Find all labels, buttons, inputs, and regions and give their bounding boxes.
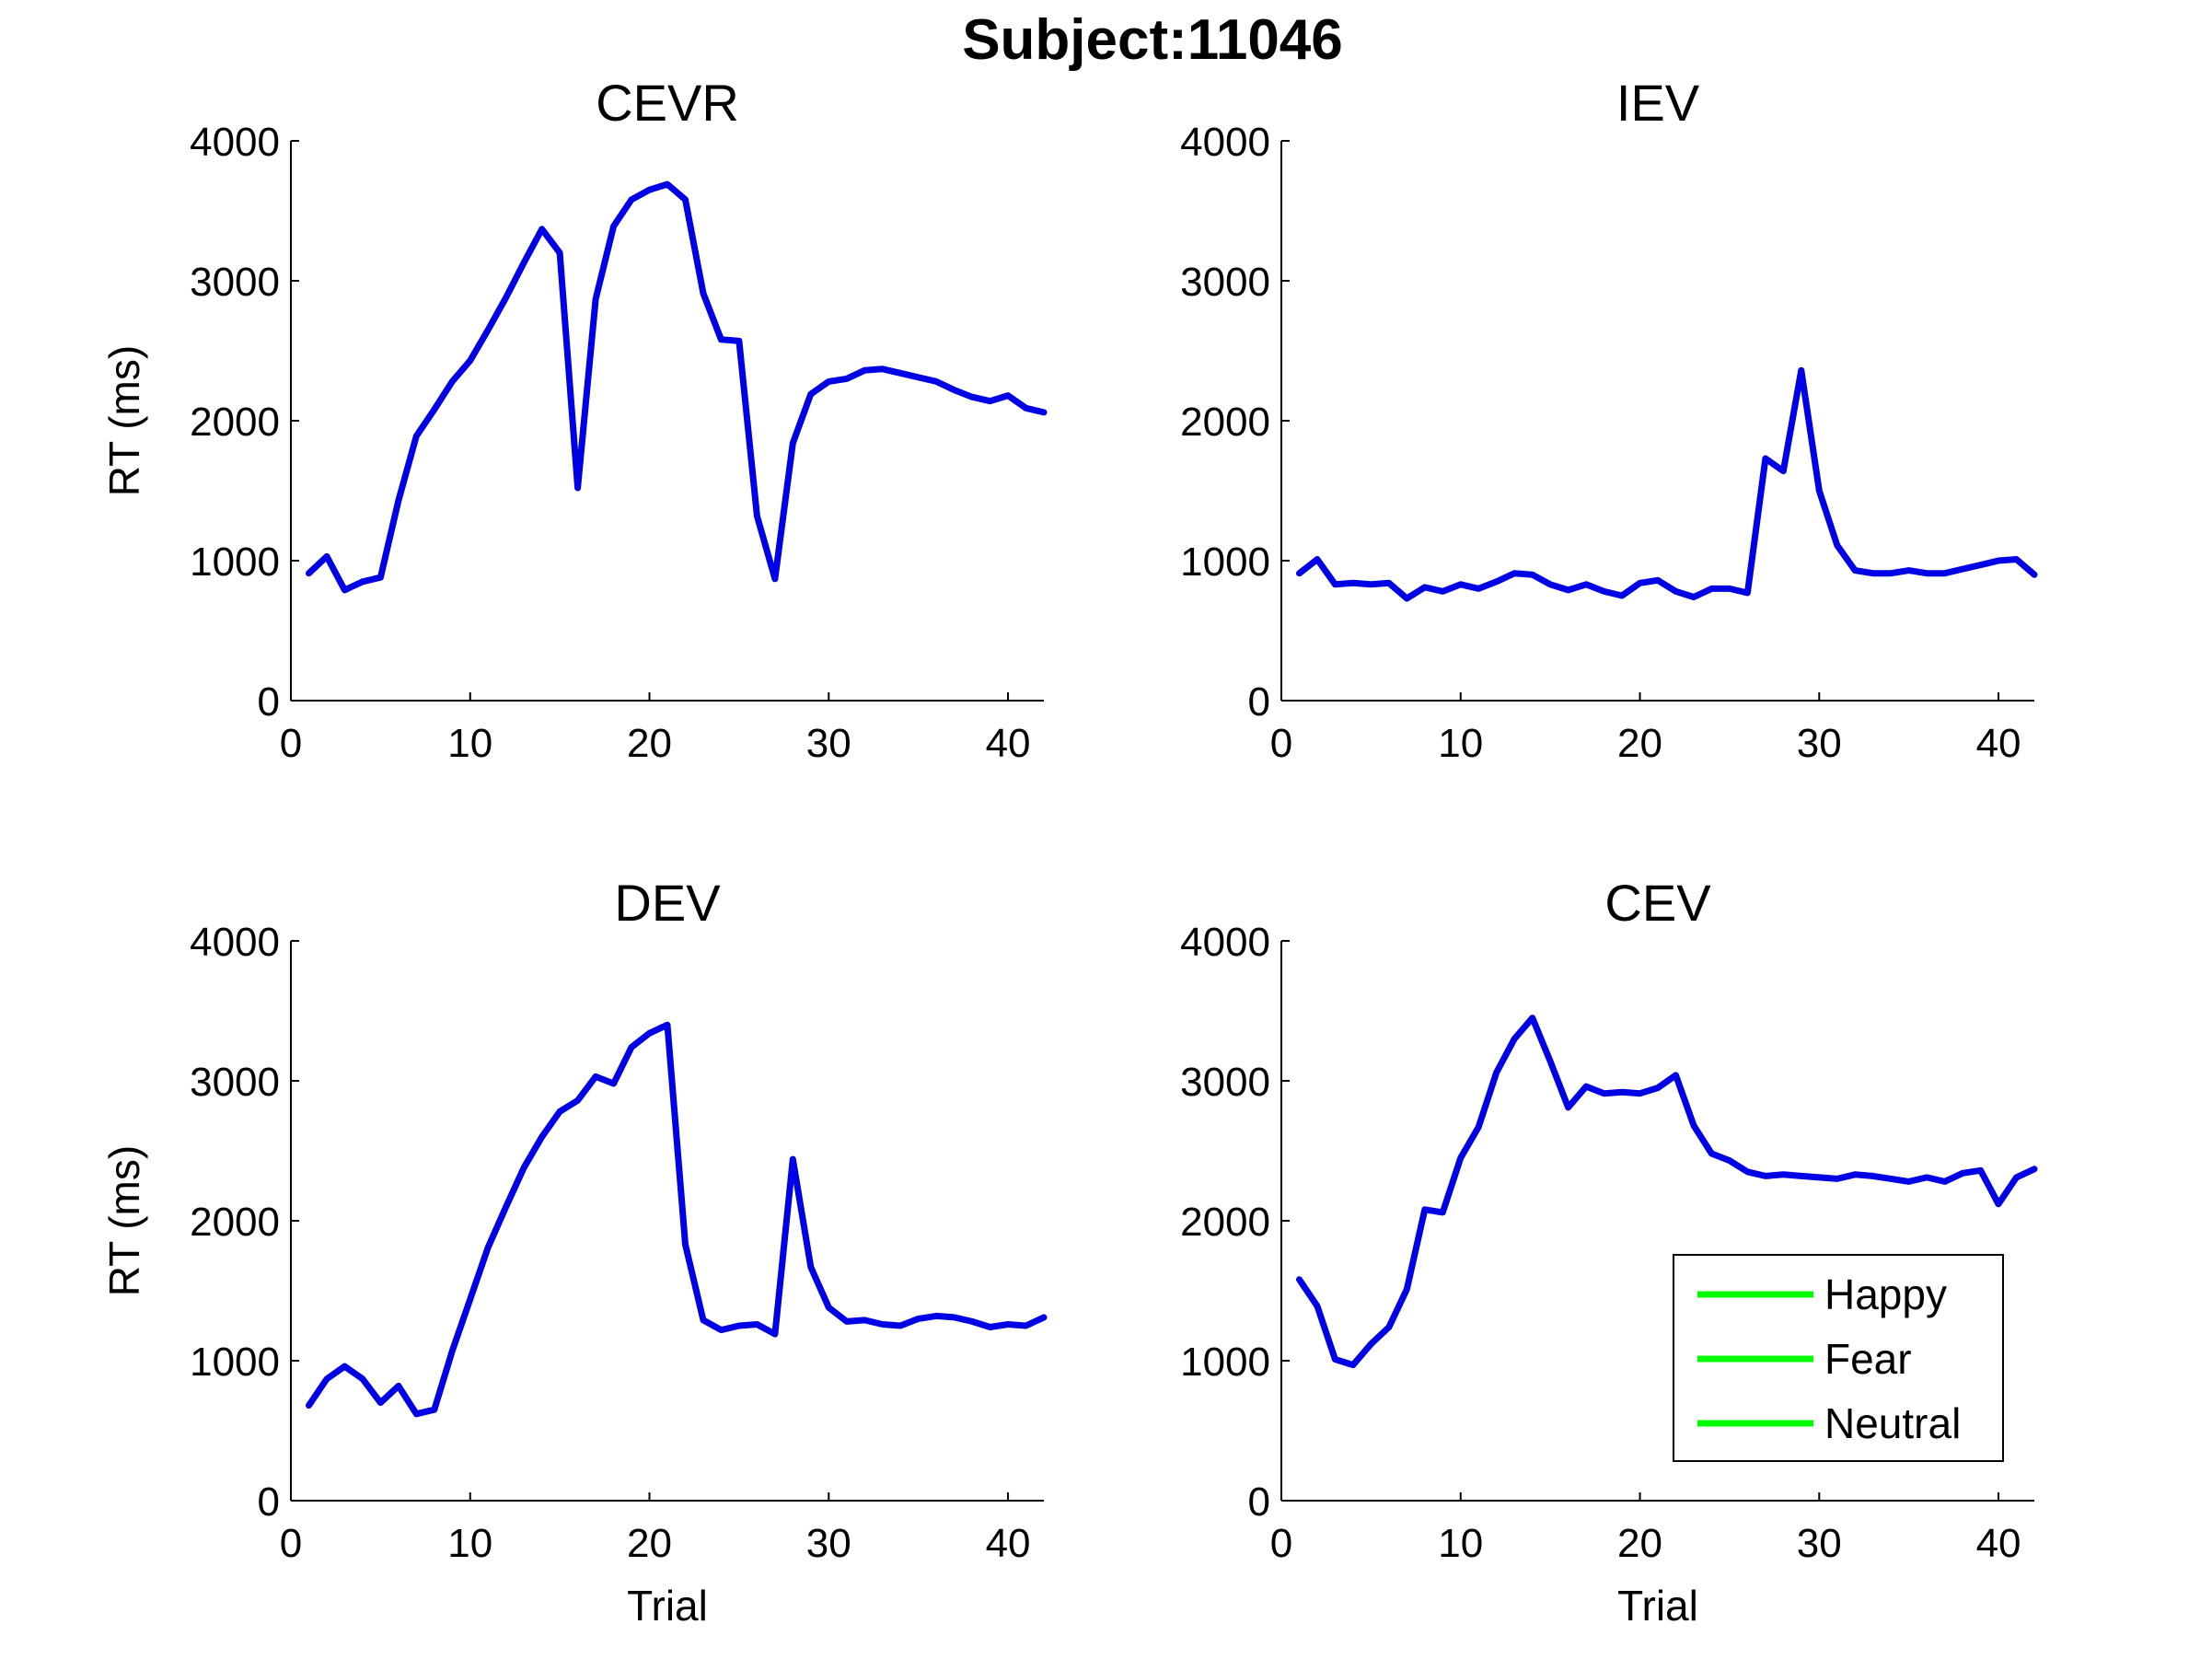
x-tick-label: 30 xyxy=(806,1521,851,1566)
series-points-dev xyxy=(308,1025,1045,1414)
panel-title: CEV xyxy=(1604,874,1711,932)
y-tick-label: 1000 xyxy=(1180,1340,1270,1385)
legend-label: Fear xyxy=(1824,1335,1912,1383)
legend-entry-neutral: Neutral xyxy=(1697,1399,1961,1447)
legend-entry-happy: Happy xyxy=(1697,1270,1947,1318)
y-tick-label: 0 xyxy=(258,1479,280,1525)
y-tick-label: 3000 xyxy=(190,260,280,305)
series-points-cevr xyxy=(308,184,1045,591)
y-tick-label: 2000 xyxy=(190,400,280,445)
x-tick-label: 0 xyxy=(280,721,302,766)
y-tick-label: 2000 xyxy=(1180,1200,1270,1245)
series-line-cev xyxy=(1296,1015,2038,1369)
x-axis-label: Trial xyxy=(1617,1582,1698,1630)
x-tick-label: 10 xyxy=(447,1521,492,1566)
x-tick-label: 0 xyxy=(280,1521,302,1566)
x-tick-label: 0 xyxy=(1270,1521,1292,1566)
x-tick-label: 40 xyxy=(1976,721,2021,766)
x-tick-label: 10 xyxy=(447,721,492,766)
x-tick-label: 30 xyxy=(1797,1521,1842,1566)
series-line-iev xyxy=(1296,366,2038,602)
x-tick-label: 20 xyxy=(1617,721,1662,766)
panel-title: DEV xyxy=(614,874,721,932)
x-tick-label: 20 xyxy=(627,721,672,766)
legend-label: Happy xyxy=(1824,1270,1947,1318)
x-tick-label: 10 xyxy=(1438,1521,1483,1566)
y-tick-label: 4000 xyxy=(1180,920,1270,965)
panel-cevr: 0 10 20 30 40 0 1000 2000 3000 4000 CEVR RT (ms) xyxy=(100,74,1048,766)
legend-entry-fear: Fear xyxy=(1697,1335,1912,1383)
y-tick-label: 1000 xyxy=(1180,539,1270,585)
y-tick-label: 0 xyxy=(1248,679,1270,725)
y-tick-label: 1000 xyxy=(190,539,280,585)
y-axis-label: RT (ms) xyxy=(100,1145,148,1296)
series-points-iev xyxy=(1299,370,2035,599)
series-points-cev xyxy=(1299,1017,2035,1365)
y-tick-label: 4000 xyxy=(190,920,280,965)
y-tick-label: 1000 xyxy=(190,1340,280,1385)
legend: Happy Fear Neutral xyxy=(1673,1254,2004,1462)
x-tick-label: 10 xyxy=(1438,721,1483,766)
y-tick-label: 4000 xyxy=(1180,120,1270,165)
panel-dev: 0 10 20 30 40 0 1000 2000 3000 4000 DEV RT (ms) Tria… xyxy=(100,874,1048,1630)
panel-title: IEV xyxy=(1616,74,1700,132)
y-tick-label: 3000 xyxy=(1180,1060,1270,1105)
y-tick-label: 3000 xyxy=(190,1060,280,1105)
x-axis-label: Trial xyxy=(627,1582,708,1630)
y-tick-label: 0 xyxy=(1248,1479,1270,1525)
x-tick-label: 20 xyxy=(627,1521,672,1566)
x-tick-label: 0 xyxy=(1270,721,1292,766)
y-axis-label: RT (ms) xyxy=(100,345,148,496)
x-tick-label: 30 xyxy=(1797,721,1842,766)
x-tick-label: 20 xyxy=(1617,1521,1662,1566)
panel-cev: 0 10 20 30 40 0 1000 2000 3000 4000 CEV Trial xyxy=(1180,874,2038,1630)
series-line-cevr xyxy=(306,180,1048,594)
y-tick-label: 2000 xyxy=(190,1200,280,1245)
figure-title: Subject:11046 xyxy=(962,8,1343,72)
x-tick-label: 30 xyxy=(806,721,851,766)
x-tick-label: 40 xyxy=(986,1521,1031,1566)
y-tick-label: 3000 xyxy=(1180,260,1270,305)
legend-label: Neutral xyxy=(1824,1399,1961,1447)
panel-iev: 0 10 20 30 40 0 1000 2000 3000 4000 IEV xyxy=(1180,74,2038,766)
panel-title: CEVR xyxy=(596,74,739,132)
x-tick-label: 40 xyxy=(986,721,1031,766)
y-tick-label: 2000 xyxy=(1180,400,1270,445)
y-tick-label: 0 xyxy=(258,679,280,725)
x-tick-label: 40 xyxy=(1976,1521,2021,1566)
y-tick-label: 4000 xyxy=(190,120,280,165)
series-line-dev xyxy=(306,1021,1048,1418)
